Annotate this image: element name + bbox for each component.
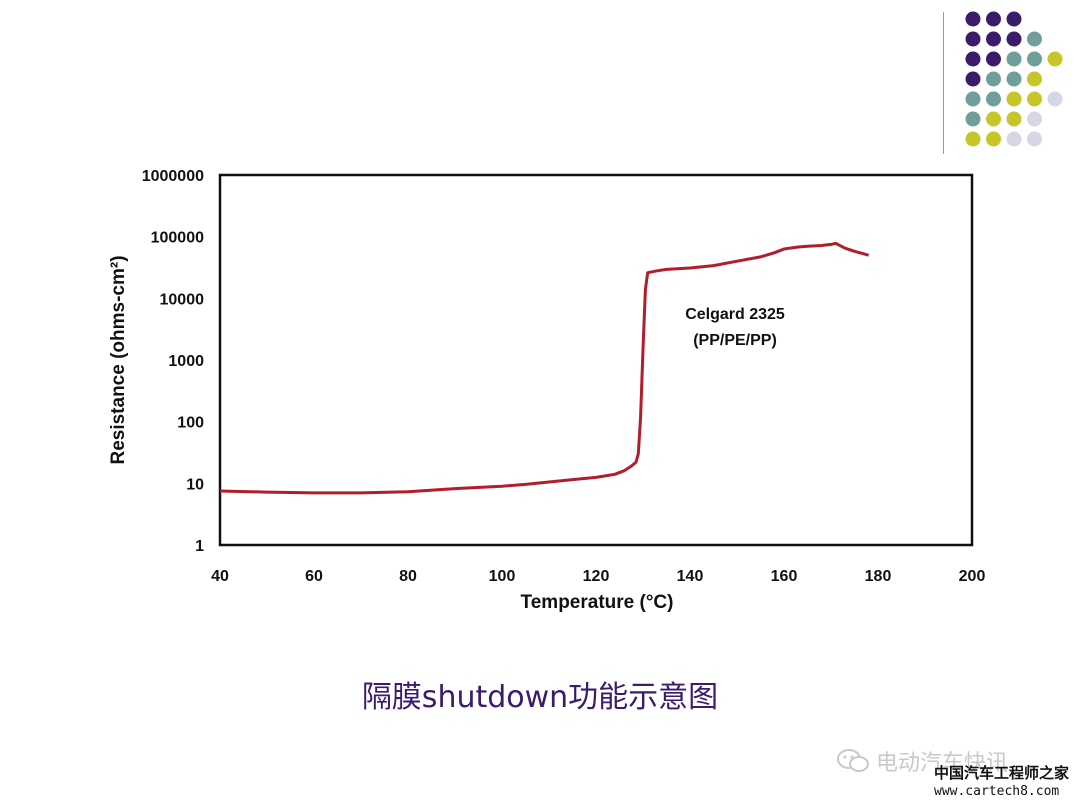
decorative-dot xyxy=(965,31,981,47)
decorative-dot xyxy=(965,131,981,147)
wechat-icon xyxy=(837,749,869,772)
x-tick-label: 60 xyxy=(305,568,323,585)
decorative-dot xyxy=(986,51,1001,67)
decorative-dot xyxy=(1006,91,1022,107)
y-tick-label: 100000 xyxy=(151,230,204,247)
decorative-dot xyxy=(1027,31,1042,47)
y-axis-title: Resistance (ohms-cm²) xyxy=(108,255,129,464)
decorative-dot xyxy=(1006,71,1022,87)
decorative-dot xyxy=(965,11,981,27)
channel-watermark: 电动汽车快讯 xyxy=(836,745,1008,777)
resistance-curve xyxy=(219,241,869,495)
site-name-watermark: 中国汽车工程师之家 xyxy=(934,764,1070,782)
decorative-dot xyxy=(1006,111,1022,127)
decorative-dot xyxy=(1006,51,1022,67)
x-axis-title: Temperature (°C) xyxy=(521,592,674,613)
channel-watermark-text: 电动汽车快讯 xyxy=(876,751,1009,776)
y-tick-label: 10000 xyxy=(160,291,205,308)
decorative-dot xyxy=(1047,91,1063,107)
decorative-dot xyxy=(965,111,981,127)
decorative-dot xyxy=(1006,11,1022,27)
decorative-dot xyxy=(1027,91,1042,107)
y-tick-label: 1000 xyxy=(168,353,204,370)
decorative-dot xyxy=(1027,51,1042,67)
decorative-dot xyxy=(986,11,1001,27)
y-tick-label: 1000000 xyxy=(142,168,204,185)
x-tick-label: 40 xyxy=(211,568,229,585)
decorative-dot xyxy=(986,131,1001,147)
plot-frame xyxy=(218,173,974,547)
decorative-dot xyxy=(1027,131,1042,147)
decorative-dot xyxy=(1047,51,1063,67)
site-url-watermark: www.cartech8.com xyxy=(934,784,1060,799)
x-tick-label: 80 xyxy=(399,568,417,585)
decorative-dot xyxy=(986,31,1001,47)
decorative-dot xyxy=(1027,71,1042,87)
x-tick-label: 200 xyxy=(959,568,986,585)
decorative-dot xyxy=(1006,131,1022,147)
x-tick-label: 180 xyxy=(865,568,892,585)
decorative-dot xyxy=(986,111,1001,127)
annotation-line-2: (PP/PE/PP) xyxy=(693,332,777,349)
decorative-dot xyxy=(965,91,981,107)
x-tick-label: 120 xyxy=(583,568,610,585)
resistance-temperature-chart: 40 60 80 100 120 140 160 180 200 1 10 100 1000 10000… xyxy=(108,168,985,613)
figure-caption: 隔膜shutdown功能示意图 xyxy=(361,680,719,715)
decorative-dot-grid xyxy=(965,11,1063,147)
x-tick-label: 160 xyxy=(771,568,798,585)
decorative-dot xyxy=(965,71,981,87)
decorative-dot xyxy=(1006,31,1022,47)
decorative-divider xyxy=(943,12,944,154)
y-tick-label: 1 xyxy=(195,538,204,555)
y-axis-ticks: 1 10 100 1000 10000 100000 1000000 xyxy=(142,168,204,555)
y-tick-label: 100 xyxy=(177,415,204,432)
y-tick-label: 10 xyxy=(186,476,204,493)
decorative-dot xyxy=(986,71,1001,87)
decorative-dot xyxy=(986,91,1001,107)
decorative-dot xyxy=(1027,111,1042,127)
x-tick-label: 100 xyxy=(489,568,516,585)
annotation-line-1: Celgard 2325 xyxy=(685,306,785,323)
x-tick-label: 140 xyxy=(677,568,704,585)
decorative-dot xyxy=(965,51,981,67)
x-axis-ticks: 40 60 80 100 120 140 160 180 200 xyxy=(211,568,985,585)
